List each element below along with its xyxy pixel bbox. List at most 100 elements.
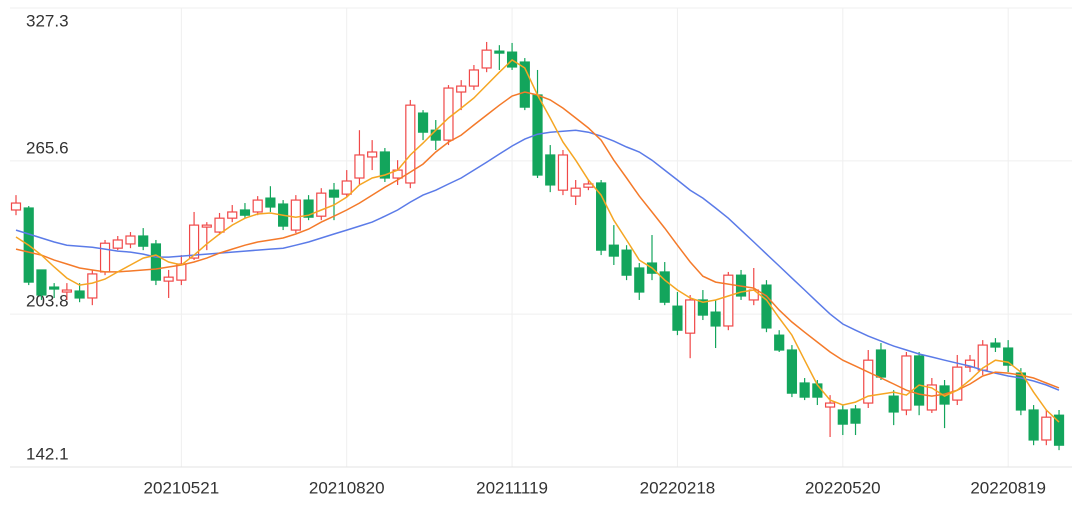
candle	[634, 263, 645, 300]
candle-body	[570, 187, 581, 197]
candle-body	[87, 273, 98, 299]
candle-body	[774, 334, 785, 351]
candle	[417, 110, 429, 141]
candle-body	[710, 311, 721, 327]
y-tick-label: 203.8	[26, 292, 69, 311]
candle	[468, 65, 480, 91]
candle-body	[596, 182, 607, 251]
candle-body	[837, 409, 848, 425]
candle	[188, 211, 200, 261]
candle	[163, 269, 174, 298]
candle-body	[150, 243, 162, 281]
candle-body	[659, 271, 670, 303]
candle	[125, 232, 136, 249]
candle	[201, 222, 212, 251]
candle-body	[252, 199, 263, 213]
candle	[939, 380, 950, 429]
candle-body	[468, 69, 480, 87]
candle-body	[519, 61, 530, 108]
candle	[87, 269, 98, 306]
candle-body	[914, 355, 925, 406]
candle-body	[1028, 409, 1039, 441]
candle	[837, 405, 848, 436]
candle-body	[456, 85, 467, 93]
x-tick-label: 20211119	[476, 478, 548, 497]
candle	[1003, 340, 1014, 373]
y-tick-label: 265.6	[26, 138, 69, 157]
candle-body	[494, 50, 505, 54]
candle	[875, 343, 887, 381]
candle	[341, 170, 352, 198]
candle	[379, 148, 390, 182]
candle-body	[405, 104, 416, 184]
candle-body	[99, 242, 111, 273]
candle-body	[176, 263, 187, 281]
candle-body	[761, 284, 772, 329]
candle	[430, 120, 441, 151]
candle-body	[163, 276, 174, 282]
candle	[1028, 405, 1039, 446]
candle	[519, 58, 530, 111]
x-tick-label: 20210820	[309, 478, 385, 497]
x-tick-label: 20220819	[970, 478, 1046, 497]
candle-body	[481, 49, 492, 69]
candle-body	[328, 189, 340, 198]
candle	[99, 239, 111, 276]
candle-body	[672, 305, 683, 331]
candle-body	[901, 355, 912, 411]
candle-body	[201, 224, 212, 228]
grid	[10, 7, 1072, 468]
candle-body	[786, 349, 798, 394]
candle-body	[430, 129, 441, 141]
candle-body	[1003, 347, 1014, 366]
candle-body	[354, 154, 365, 179]
candle	[49, 283, 60, 298]
candle	[316, 188, 327, 221]
candle	[481, 41, 492, 73]
candle	[456, 80, 467, 111]
candle-body	[138, 235, 149, 247]
candle-body	[697, 299, 708, 316]
x-tick-label: 20220520	[805, 478, 881, 497]
candle-body	[634, 267, 645, 293]
candle-body	[557, 154, 569, 191]
candle	[748, 267, 759, 306]
candle	[557, 150, 569, 196]
candle-body	[125, 235, 136, 245]
candle	[545, 145, 556, 193]
candle-body	[608, 244, 619, 257]
candle-body	[227, 211, 238, 219]
y-tick-label: 327.3	[26, 11, 69, 30]
candle-body	[964, 359, 976, 368]
candle	[914, 352, 925, 416]
candle-body	[112, 239, 123, 249]
candle	[570, 180, 581, 206]
candle	[608, 225, 619, 266]
candle	[290, 195, 301, 234]
candle-body	[824, 402, 836, 408]
candle	[265, 186, 276, 212]
candle	[863, 350, 874, 409]
candle	[850, 405, 861, 436]
candle-body	[685, 299, 696, 334]
candle-body	[49, 286, 60, 290]
candle	[367, 140, 378, 171]
candle-body	[74, 290, 85, 299]
candle	[710, 299, 721, 349]
candle-body	[888, 395, 899, 413]
candle	[1053, 409, 1065, 451]
candle	[583, 180, 594, 191]
candle	[10, 195, 22, 216]
candle	[596, 180, 607, 256]
candle-body	[214, 217, 225, 233]
candle-body	[990, 342, 1001, 348]
candle-body	[265, 197, 276, 208]
candle	[405, 99, 416, 189]
candle	[685, 294, 696, 359]
candle-body	[875, 349, 887, 378]
candle-body	[379, 151, 390, 179]
candle-body	[850, 408, 861, 424]
candle	[964, 354, 976, 373]
candle-body	[926, 384, 937, 411]
